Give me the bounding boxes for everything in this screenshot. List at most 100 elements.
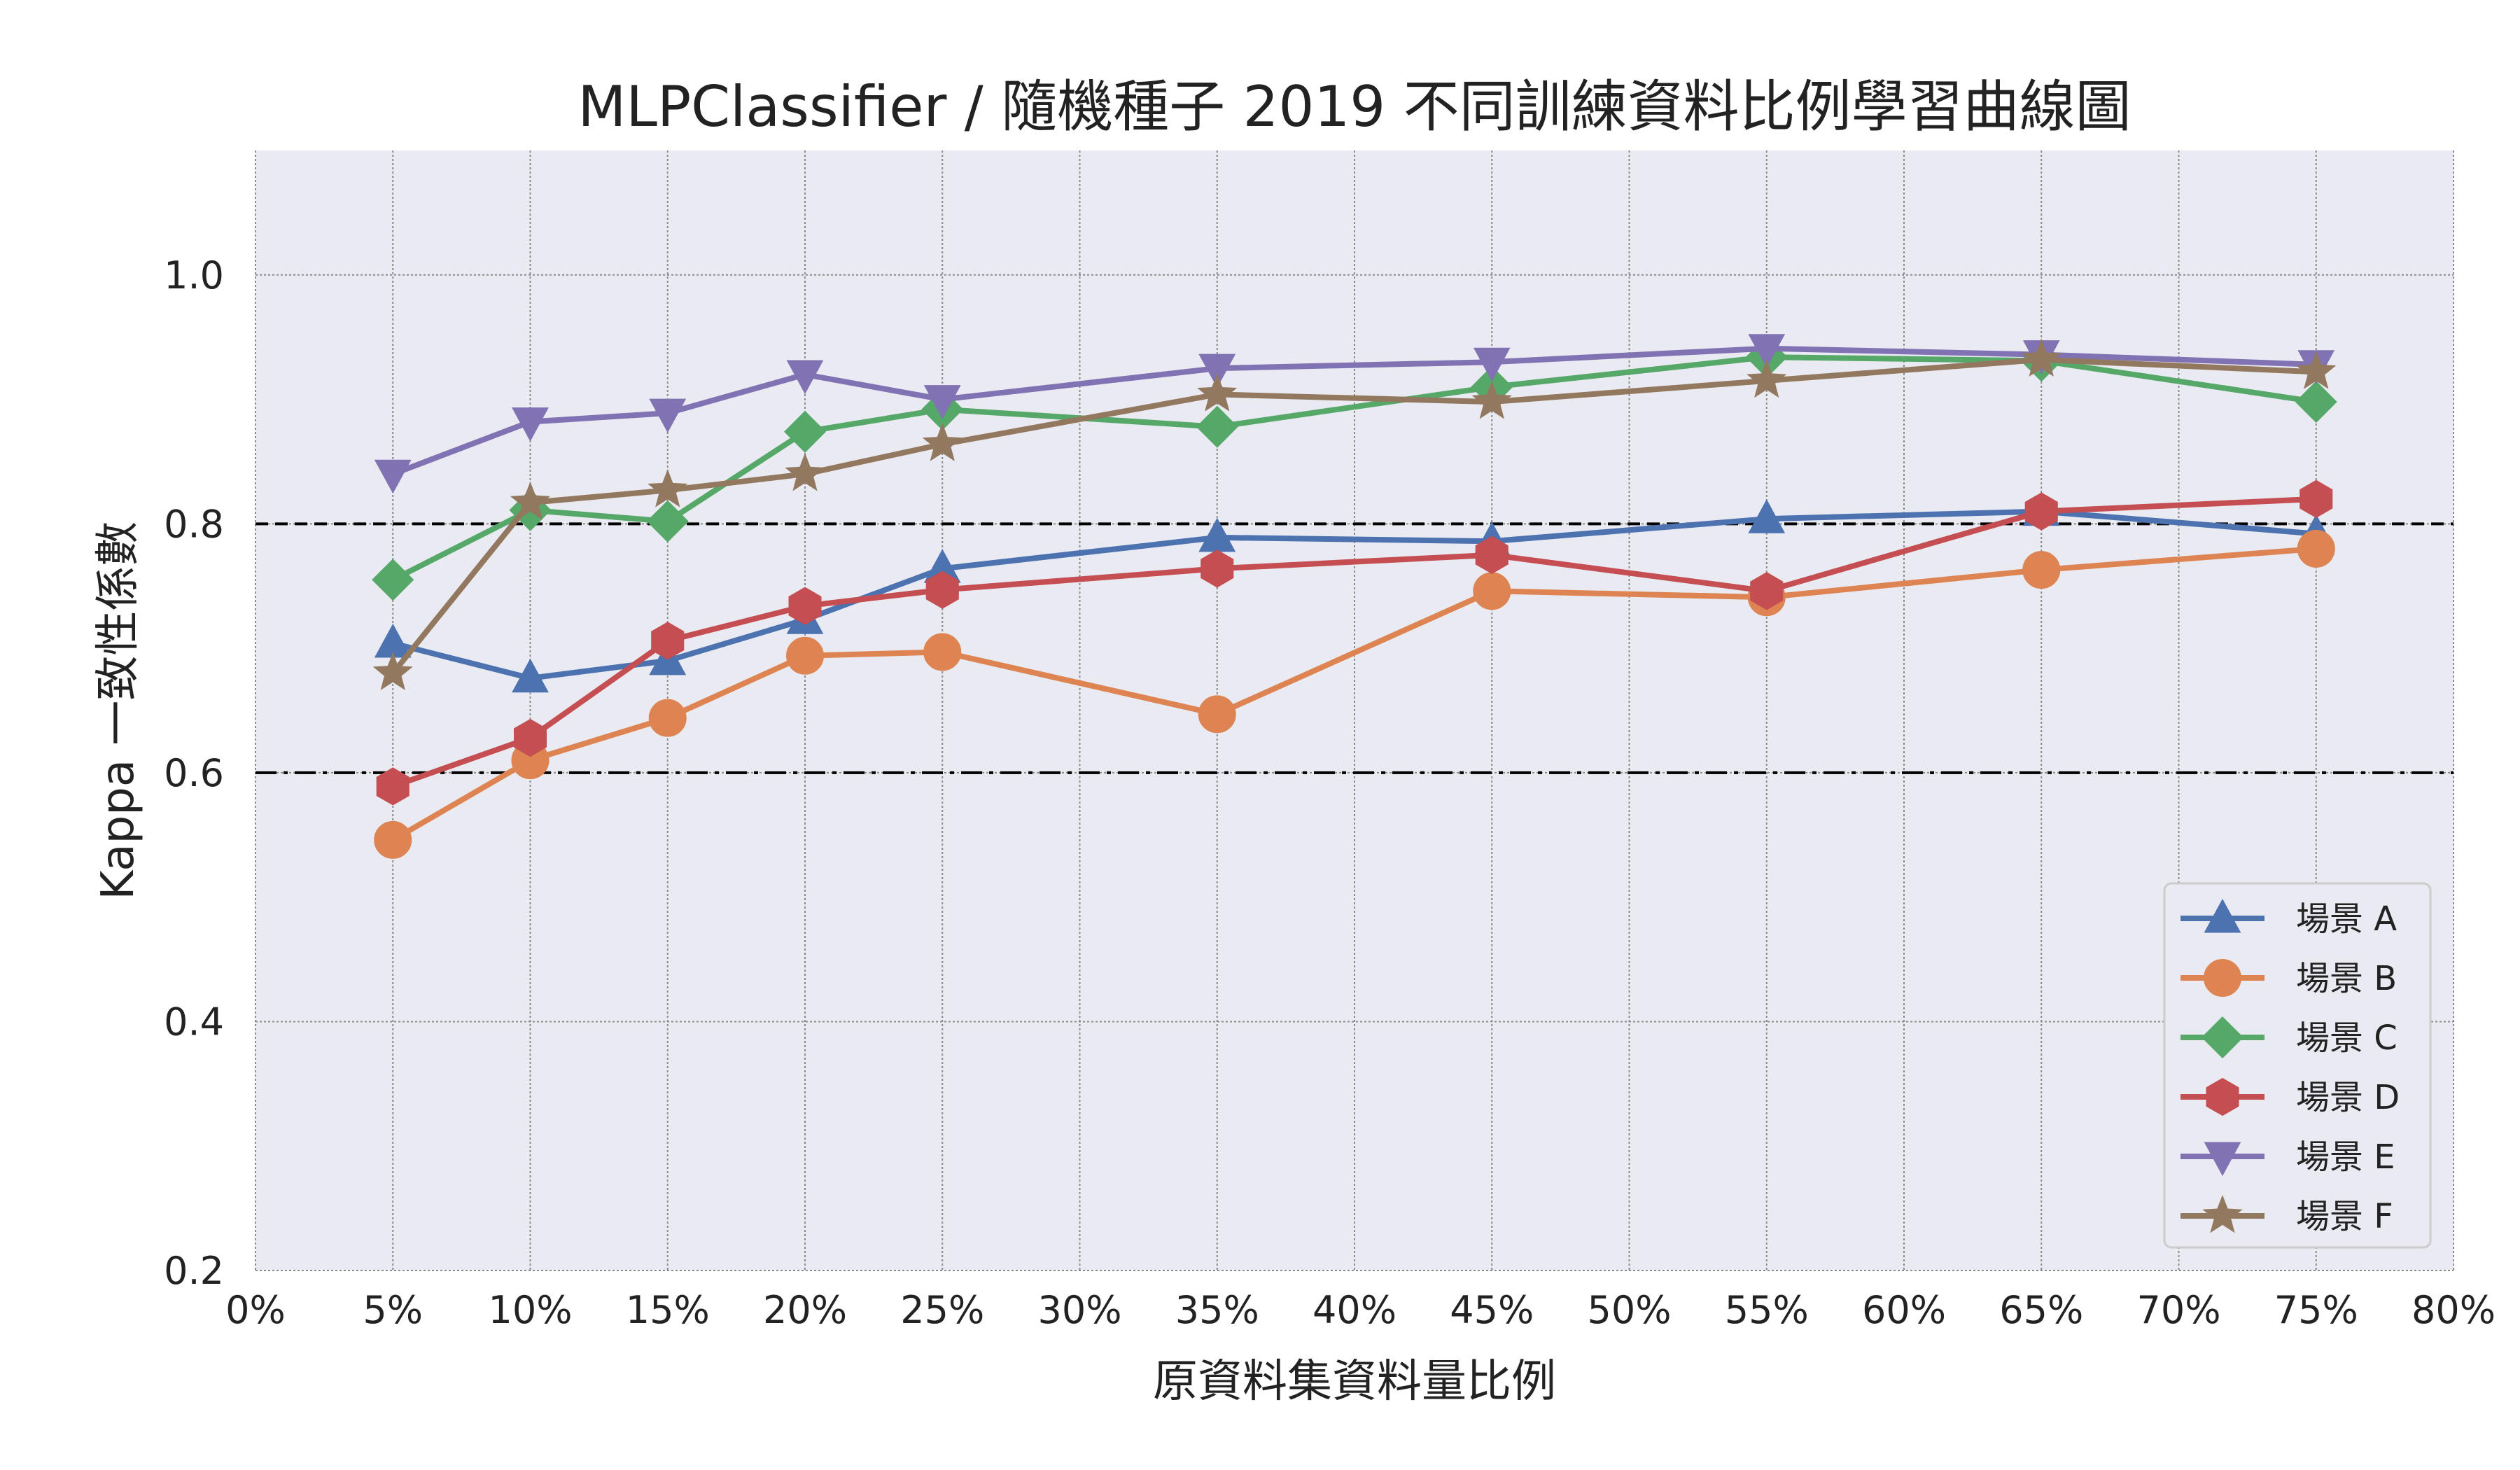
data-point-場景-f bbox=[922, 423, 962, 461]
x-tick-label: 5% bbox=[363, 1288, 423, 1332]
legend-label: 場景 D bbox=[2296, 1078, 2400, 1117]
y-tick-label: 1.0 bbox=[164, 253, 224, 298]
legend-item-場景-d: 場景 D bbox=[2180, 1077, 2400, 1117]
legend-label: 場景 E bbox=[2296, 1138, 2395, 1177]
series-場景-f bbox=[372, 338, 2337, 691]
chart-title: MLPClassifier / 隨機種子 2019 不同訓練資料比例學習曲線圖 bbox=[578, 74, 2131, 139]
series-場景-b bbox=[374, 529, 2335, 859]
data-point-場景-c bbox=[372, 559, 414, 601]
data-point-場景-b bbox=[2022, 551, 2061, 589]
data-point-場景-c bbox=[1196, 405, 1238, 448]
y-tick-label: 0.2 bbox=[164, 1249, 224, 1293]
data-point-場景-f bbox=[2021, 338, 2062, 377]
legend-marker bbox=[2204, 898, 2241, 933]
legend-item-場景-c: 場景 C bbox=[2180, 1016, 2398, 1059]
data-point-場景-d bbox=[1200, 550, 1234, 588]
data-point-場景-e bbox=[512, 407, 549, 442]
data-point-場景-b bbox=[1473, 572, 1511, 610]
x-tick-label: 60% bbox=[1862, 1288, 1946, 1332]
legend-item-場景-e: 場景 E bbox=[2180, 1138, 2395, 1177]
data-point-場景-d bbox=[2024, 492, 2058, 531]
data-point-場景-f bbox=[2296, 351, 2337, 389]
data-point-場景-c bbox=[783, 410, 827, 453]
legend: 場景 A 場景 B 場景 C 場景 D 場景 E 場景 F bbox=[2163, 882, 2432, 1249]
x-tick-label: 15% bbox=[626, 1288, 710, 1332]
data-point-場景-e bbox=[786, 360, 824, 395]
data-point-場景-d bbox=[1475, 536, 1508, 574]
data-point-場景-f bbox=[1746, 359, 1787, 398]
series-line-場景-a bbox=[392, 508, 2317, 681]
data-point-場景-f bbox=[1471, 381, 1512, 419]
data-point-場景-c bbox=[2295, 381, 2337, 424]
data-point-場景-c bbox=[646, 500, 689, 542]
x-tick-label: 65% bbox=[1999, 1288, 2083, 1332]
data-point-場景-a bbox=[1748, 499, 1786, 533]
data-point-場景-b bbox=[648, 699, 687, 737]
data-point-場景-e bbox=[1473, 347, 1511, 382]
legend-marker bbox=[2202, 1194, 2243, 1233]
x-tick-label: 75% bbox=[2274, 1288, 2358, 1332]
data-point-場景-d bbox=[925, 570, 959, 609]
data-point-場景-f bbox=[1197, 373, 1238, 412]
data-point-場景-d bbox=[514, 718, 547, 757]
series-line-場景-e bbox=[391, 345, 2316, 477]
reference-lines bbox=[255, 522, 2454, 774]
data-point-場景-b bbox=[2297, 529, 2335, 568]
series-場景-d bbox=[376, 479, 2333, 806]
x-tick-label: 80% bbox=[2412, 1288, 2496, 1332]
x-tick-label: 0% bbox=[225, 1288, 286, 1332]
x-tick-label: 70% bbox=[2136, 1288, 2220, 1332]
x-tick-label: 35% bbox=[1175, 1288, 1259, 1332]
data-point-場景-f bbox=[785, 453, 825, 491]
x-tick-label: 10% bbox=[488, 1288, 572, 1332]
legend-marker bbox=[2204, 959, 2241, 997]
series-line-場景-b bbox=[391, 545, 2317, 843]
data-point-場景-e bbox=[1748, 334, 1786, 368]
data-point-場景-d bbox=[2300, 479, 2333, 518]
data-point-場景-d bbox=[651, 622, 685, 660]
data-point-場景-b bbox=[923, 633, 962, 671]
legend-item-場景-f: 場景 F bbox=[2180, 1194, 2393, 1236]
y-tick-label: 0.8 bbox=[164, 502, 224, 546]
data-point-場景-b bbox=[1198, 695, 1236, 734]
data-point-場景-f bbox=[648, 469, 688, 507]
x-tick-label: 20% bbox=[763, 1288, 847, 1332]
x-tick-label: 40% bbox=[1312, 1288, 1396, 1332]
data-point-場景-e bbox=[374, 459, 412, 494]
legend-marker bbox=[2206, 1077, 2239, 1116]
series-line-場景-f bbox=[391, 356, 2316, 676]
data-point-場景-e bbox=[923, 385, 961, 419]
x-tick-label: 30% bbox=[1037, 1288, 1121, 1332]
data-point-場景-f bbox=[510, 482, 551, 520]
legend-label: 場景 C bbox=[2296, 1018, 2398, 1058]
x-tick-label: 50% bbox=[1587, 1288, 1671, 1332]
x-axis-ticks: 0% 5% 10% 15% 20% 25% 30% 35% 40% 45% 50% 55% 60% 65%… bbox=[225, 1288, 2496, 1332]
legend-item-場景-b: 場景 B bbox=[2180, 959, 2397, 998]
y-tick-label: 0.6 bbox=[164, 751, 224, 795]
legend-label: 場景 A bbox=[2296, 899, 2397, 939]
series-line-場景-d bbox=[391, 496, 2316, 790]
data-point-場景-f bbox=[372, 652, 413, 691]
legend-label: 場景 F bbox=[2296, 1197, 2393, 1236]
legend-marker bbox=[2204, 1142, 2241, 1177]
x-tick-label: 55% bbox=[1725, 1288, 1809, 1332]
data-point-場景-b bbox=[786, 636, 824, 675]
legend-marker bbox=[2201, 1016, 2244, 1059]
y-axis-ticks: 0.2 0.4 0.6 0.8 1.0 bbox=[164, 253, 224, 1293]
legend-label: 場景 B bbox=[2296, 959, 2397, 998]
data-point-場景-e bbox=[649, 398, 687, 433]
x-tick-label: 45% bbox=[1450, 1288, 1534, 1332]
data-point-場景-b bbox=[374, 820, 412, 859]
x-axis-label: 原資料集資料量比例 bbox=[1153, 1356, 1556, 1408]
series-group bbox=[372, 334, 2337, 859]
data-point-場景-e bbox=[1198, 354, 1236, 388]
data-point-場景-d bbox=[788, 587, 822, 625]
x-tick-label: 25% bbox=[900, 1288, 984, 1332]
y-axis-label: Kappa 一致性係數 bbox=[92, 522, 144, 900]
data-point-場景-a bbox=[512, 658, 549, 693]
legend-item-場景-a: 場景 A bbox=[2180, 898, 2397, 939]
y-tick-label: 0.4 bbox=[164, 1000, 224, 1044]
legend-items: 場景 A 場景 B 場景 C 場景 D 場景 E 場景 F bbox=[2180, 898, 2400, 1236]
data-point-場景-d bbox=[376, 767, 410, 806]
